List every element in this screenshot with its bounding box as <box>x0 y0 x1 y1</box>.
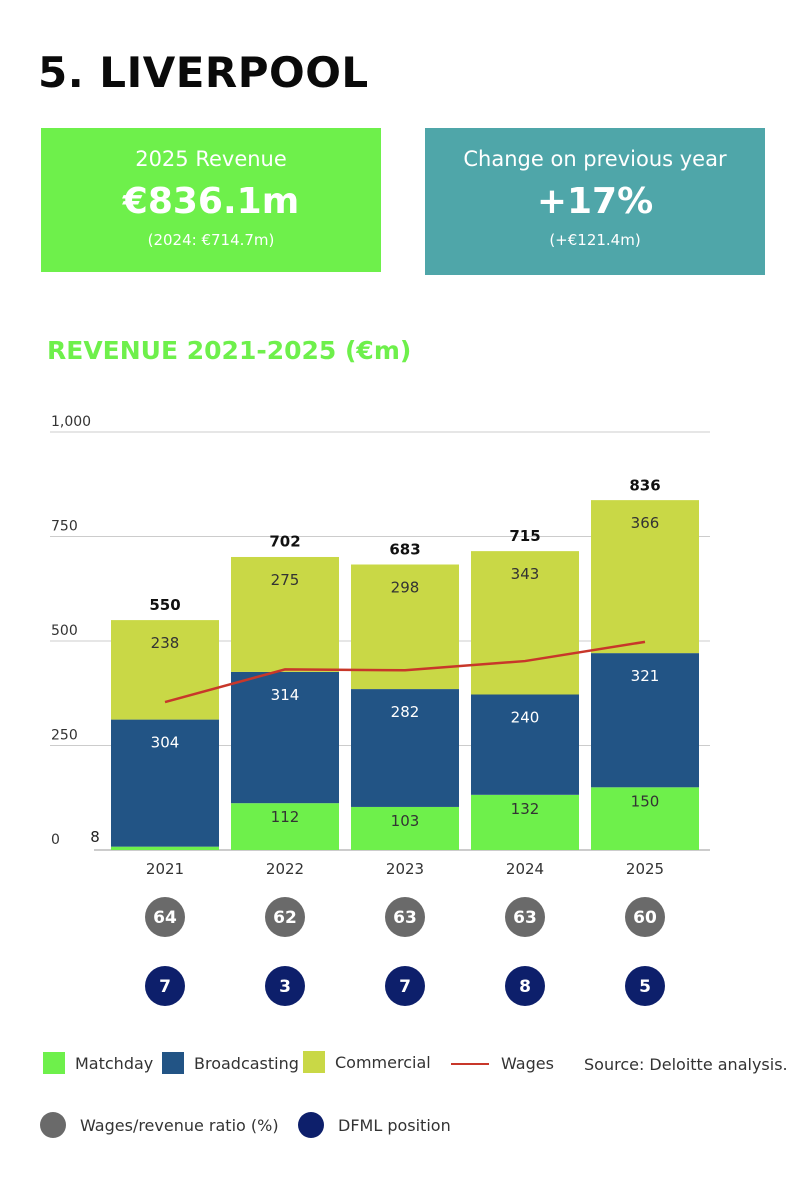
legend-ratio-label: Wages/revenue ratio (%) <box>80 1115 279 1135</box>
change-card: Change on previous year +17% (+€121.4m) <box>425 128 765 275</box>
ratio-value: 63 <box>513 908 537 928</box>
total-label: 715 <box>509 527 540 545</box>
matchday-swatch <box>43 1052 65 1074</box>
broadcasting-value-label: 321 <box>631 667 660 685</box>
total-label: 702 <box>269 533 300 551</box>
broadcasting-bar-2021 <box>111 719 219 847</box>
revenue-card: 2025 Revenue €836.1m (2024: €714.7m) <box>41 128 381 272</box>
x-tick-label: 2024 <box>506 860 544 878</box>
legend-matchday-label: Matchday <box>75 1053 154 1073</box>
matchday-value-label: 103 <box>391 812 420 830</box>
position-circle <box>505 966 545 1006</box>
ratio-value: 63 <box>393 908 417 928</box>
legend-wages-label: Wages <box>501 1054 554 1073</box>
ratio-circle <box>505 897 545 937</box>
position-value: 3 <box>279 977 291 997</box>
legend-position: DFML position <box>298 1112 451 1138</box>
y-tick-label: 750 <box>51 519 78 535</box>
commercial-value-label: 298 <box>391 579 420 597</box>
x-tick-label: 2023 <box>386 860 424 878</box>
revenue-card-label: 2025 Revenue <box>135 147 287 171</box>
matchday-value-label: 132 <box>511 800 540 818</box>
position-value: 7 <box>399 977 411 997</box>
broadcasting-bar-2022 <box>231 671 339 804</box>
commercial-value-label: 275 <box>271 571 300 589</box>
legend-commercial-label: Commercial <box>335 1052 431 1072</box>
x-tick-label: 2021 <box>146 860 184 878</box>
matchday-bar-2023 <box>351 806 459 850</box>
revenue-card-value: €836.1m <box>122 181 300 222</box>
matchday-bar-2022 <box>231 803 339 850</box>
position-dot-icon <box>298 1112 324 1138</box>
legend-broadcasting-label: Broadcasting <box>194 1053 299 1073</box>
commercial-bar-2025 <box>591 500 699 654</box>
matchday-bar-2024 <box>471 794 579 850</box>
ratio-circle <box>145 897 185 937</box>
matchday-bar-2021 <box>111 846 219 850</box>
commercial-value-label: 238 <box>151 634 180 652</box>
x-tick-label: 2025 <box>626 860 664 878</box>
change-card-label: Change on previous year <box>463 147 727 171</box>
legend-commercial: Commercial <box>303 1051 431 1073</box>
commercial-bar-2021 <box>111 620 219 720</box>
broadcasting-value-label: 282 <box>391 703 420 721</box>
legend-position-label: DFML position <box>338 1115 451 1135</box>
ratio-value: 62 <box>273 908 297 928</box>
ratio-circle <box>265 897 305 937</box>
broadcasting-value-label: 314 <box>271 686 300 704</box>
commercial-value-label: 343 <box>511 565 540 583</box>
position-circle <box>265 966 305 1006</box>
position-circle <box>625 966 665 1006</box>
matchday-bar-2025 <box>591 787 699 850</box>
wages-line-swatch <box>451 1062 489 1065</box>
broadcasting-swatch <box>162 1052 184 1074</box>
position-value: 5 <box>639 977 651 997</box>
position-circle <box>145 966 185 1006</box>
broadcasting-bar-2023 <box>351 689 459 807</box>
ratio-circle <box>385 897 425 937</box>
commercial-bar-2024 <box>471 551 579 695</box>
source-note: Source: Deloitte analysis. <box>584 1055 788 1074</box>
revenue-chart: 0 250 500 750 1,000 8 304 238 550 2021 64 7 112 314 27… <box>50 414 710 1006</box>
matchday-value-label: 150 <box>631 792 660 810</box>
broadcasting-value-label: 240 <box>511 709 540 727</box>
revenue-card-sub: (2024: €714.7m) <box>147 231 275 249</box>
y-tick-label: 500 <box>51 623 78 639</box>
total-label: 550 <box>149 596 180 614</box>
legend-matchday: Matchday <box>43 1052 153 1074</box>
y-tick-label: 0 <box>51 832 60 848</box>
position-value: 7 <box>159 977 171 997</box>
position-circle <box>385 966 425 1006</box>
wages-line <box>164 640 646 704</box>
position-value: 8 <box>519 977 531 997</box>
page-title: 5. LIVERPOOL <box>38 48 369 97</box>
broadcasting-value-label: 304 <box>151 734 180 752</box>
change-card-sub: (+€121.4m) <box>549 231 641 249</box>
commercial-swatch <box>303 1051 325 1073</box>
broadcasting-bar-2024 <box>471 694 579 795</box>
ratio-circle <box>625 897 665 937</box>
matchday-value-label: 8 <box>90 828 100 846</box>
commercial-value-label: 366 <box>631 514 660 532</box>
broadcasting-bar-2025 <box>591 653 699 788</box>
total-label: 683 <box>389 541 420 559</box>
x-tick-label: 2022 <box>266 860 304 878</box>
ratio-value: 60 <box>633 908 657 928</box>
y-tick-label: 250 <box>51 728 78 744</box>
y-tick-label: 1,000 <box>51 414 91 430</box>
commercial-bar-2022 <box>231 556 339 672</box>
legend-ratio: Wages/revenue ratio (%) <box>40 1112 279 1138</box>
ratio-value: 64 <box>153 908 177 928</box>
chart-title: REVENUE 2021-2025 (€m) <box>47 336 412 365</box>
legend-broadcasting: Broadcasting <box>162 1052 299 1074</box>
matchday-value-label: 112 <box>271 808 300 826</box>
total-label: 836 <box>629 477 660 495</box>
legend-wages: Wages <box>451 1054 554 1073</box>
change-card-value: +17% <box>536 181 654 222</box>
ratio-dot-icon <box>40 1112 66 1138</box>
